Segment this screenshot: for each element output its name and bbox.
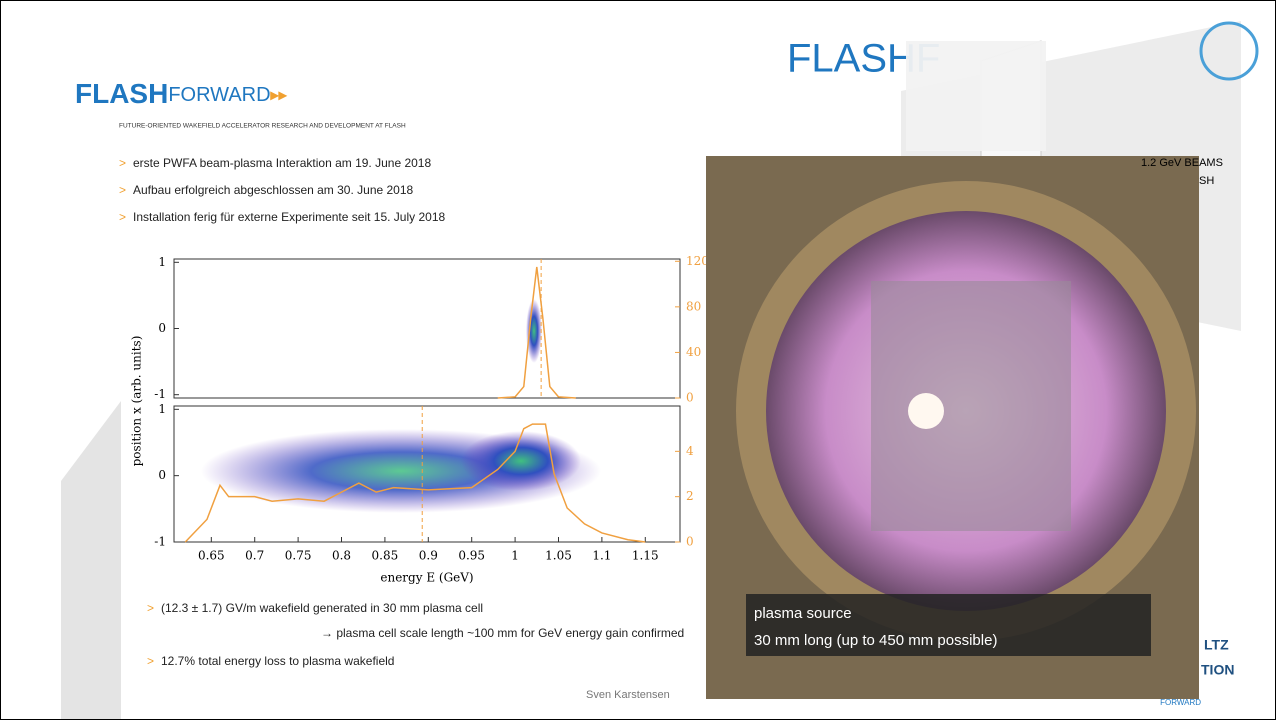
logo: FLASHFORWARD▸▸ [75, 78, 288, 109]
bullet-marker: > [119, 183, 126, 197]
x-tick-label: 1 [511, 549, 519, 563]
beam-label: SH [1199, 175, 1214, 187]
bullet-marker: > [119, 156, 126, 170]
y2-tick-label: 80 [686, 299, 701, 313]
y2-tick-label: 40 [686, 345, 701, 359]
photo-glow [908, 393, 944, 429]
background-shape [61, 401, 121, 719]
result-text: (12.3 ± 1.7) GV/m wakefield generated in… [161, 601, 483, 615]
subtitle: FUTURE-ORIENTED WAKEFIELD ACCELERATOR RE… [119, 123, 406, 130]
y-tick-label: 1 [158, 255, 166, 269]
x-tick-label: 0.65 [198, 549, 225, 563]
x-tick-label: 0.9 [419, 549, 438, 563]
bullet-marker: > [147, 601, 154, 615]
y-tick-label: 0 [158, 468, 166, 482]
logo-arrows: ▸▸ [270, 87, 288, 104]
y2-tick-label: 2 [686, 489, 694, 503]
x-tick-label: 0.8 [332, 549, 351, 563]
photo-object [871, 281, 1071, 531]
slide: FLASHF FLASHFORWARD▸▸ FUTURE-ORIENTED WA… [0, 0, 1276, 720]
x-tick-label: 1.1 [592, 549, 611, 563]
partner-logo: TION [1201, 662, 1234, 678]
slide-canvas: FLASHF FLASHFORWARD▸▸ FUTURE-ORIENTED WA… [1, 1, 1275, 719]
photo-caption: 30 mm long (up to 450 mm possible) [754, 632, 997, 649]
x-tick-label: 0.7 [245, 549, 264, 563]
y-tick-label: 1 [158, 402, 166, 416]
x-tick-label: 0.95 [458, 549, 485, 563]
x-tick-label: 0.85 [372, 549, 399, 563]
y2-tick-label: 0 [686, 391, 694, 405]
logo-bold: FLASH [75, 78, 168, 109]
footer-logo: FORWARD [1160, 698, 1201, 707]
background-shape [906, 41, 1046, 151]
beam-label: 1.2 GeV BEAMS [1141, 157, 1223, 169]
y2-tick-label: 0 [686, 535, 694, 549]
y-axis-label: position x (arb. units) [130, 336, 144, 467]
bullet: erste PWFA beam-plasma Interaktion am 19… [133, 156, 431, 170]
y-tick-label: 0 [158, 321, 166, 335]
x-tick-label: 0.75 [285, 549, 312, 563]
bullet: Aufbau erfolgreich abgeschlossen am 30. … [133, 183, 414, 197]
footer: Sven Karstensen [586, 689, 670, 701]
y2-tick-label: 120 [686, 254, 709, 268]
partner-logo: LTZ [1204, 637, 1229, 653]
x-tick-label: 1.15 [632, 549, 659, 563]
photo-caption: plasma source [754, 605, 852, 622]
bullet: Installation ferig für externe Experimen… [133, 210, 445, 224]
result-text: 12.7% total energy loss to plasma wakefi… [161, 654, 394, 668]
x-tick-label: 1.05 [545, 549, 572, 563]
y2-tick-label: 4 [686, 444, 694, 458]
result-text: → plasma cell scale length ~100 mm for G… [321, 626, 684, 640]
bullet-marker: > [119, 210, 126, 224]
x-axis-label: energy E (GeV) [380, 571, 473, 585]
heatmap [526, 299, 542, 363]
y-tick-label: -1 [154, 387, 166, 401]
bullet-marker: > [147, 654, 154, 668]
logo-rest: FORWARD [168, 84, 270, 106]
y-tick-label: -1 [154, 535, 166, 549]
